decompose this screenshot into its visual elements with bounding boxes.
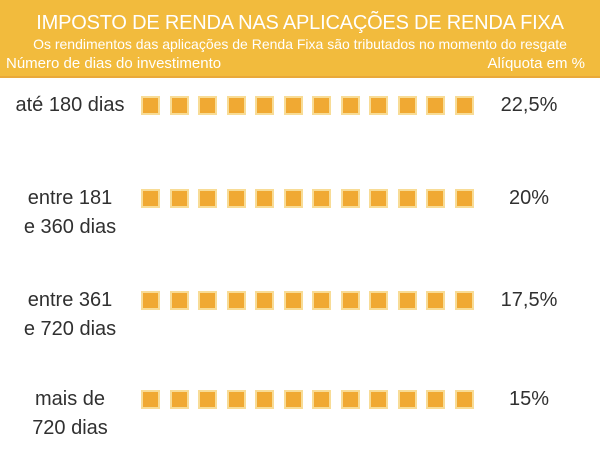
unit-square-icon (369, 189, 388, 208)
unit-square-icon (426, 96, 445, 115)
unit-square-icon (369, 96, 388, 115)
unit-square-icon (255, 291, 274, 310)
unit-square-icon (397, 96, 417, 115)
unit-square-icon (255, 390, 274, 409)
unit-square-icon (454, 390, 474, 409)
unit-square-icon (312, 291, 331, 310)
category-label-line: 720 dias (32, 417, 108, 439)
unit-square-icon (454, 189, 474, 208)
unit-square-icon (397, 390, 417, 409)
category-label: até 180 dias (0, 91, 140, 120)
unit-square-icon (454, 291, 474, 310)
category-label-line: e 360 dias (23, 216, 117, 238)
axis-label-days: Número de dias do investimento (6, 55, 222, 72)
unit-square-icon (255, 96, 274, 115)
infographic-subtitle: Os rendimentos das aplicações de Renda F… (33, 36, 567, 52)
pictogram-units (141, 291, 474, 310)
unit-square-icon (369, 390, 388, 409)
unit-square-icon (283, 291, 303, 310)
category-label: mais de 720 dias (0, 385, 140, 443)
pictogram-units (141, 96, 474, 115)
unit-square-icon (141, 189, 160, 208)
unit-square-icon (283, 189, 303, 208)
unit-square-icon (369, 291, 388, 310)
unit-square-icon (198, 189, 217, 208)
unit-square-icon (226, 390, 246, 409)
unit-square-icon (198, 390, 217, 409)
category-label-line: e 720 dias (23, 318, 117, 340)
unit-square-icon (255, 189, 274, 208)
axis-labels: Número de dias do investimento Alíquota … (6, 55, 585, 73)
unit-square-icon (340, 96, 360, 115)
unit-square-icon (169, 291, 189, 310)
pictogram-units (141, 390, 474, 409)
unit-square-icon (169, 189, 189, 208)
unit-square-icon (226, 189, 246, 208)
unit-square-icon (226, 291, 246, 310)
unit-square-icon (426, 189, 445, 208)
axis-label-rate: Alíquota em % (487, 55, 585, 72)
unit-square-icon (283, 96, 303, 115)
unit-square-icon (141, 390, 160, 409)
category-label-line: mais de (34, 388, 106, 410)
category-label: entre 361 e 720 dias (0, 286, 140, 344)
category-label-line: entre 181 (27, 187, 113, 209)
unit-square-icon (283, 390, 303, 409)
infographic-title: IMPOSTO DE RENDA NAS APLICAÇÕES DE RENDA… (36, 12, 564, 34)
category-label-line: até 180 dias (15, 94, 125, 116)
unit-square-icon (226, 96, 246, 115)
unit-square-icon (198, 291, 217, 310)
unit-square-icon (312, 390, 331, 409)
unit-square-icon (454, 96, 474, 115)
unit-square-icon (340, 189, 360, 208)
unit-square-icon (340, 291, 360, 310)
rate-value: 17,5% (500, 289, 558, 311)
category-label: entre 181 e 360 dias (0, 184, 140, 242)
unit-square-icon (198, 96, 217, 115)
unit-square-icon (312, 189, 331, 208)
unit-square-icon (312, 96, 331, 115)
category-label-line: entre 361 (27, 289, 113, 311)
unit-square-icon (141, 291, 160, 310)
header-band: IMPOSTO DE RENDA NAS APLICAÇÕES DE RENDA… (0, 0, 600, 78)
pictogram-units (141, 189, 474, 208)
unit-square-icon (141, 96, 160, 115)
unit-square-icon (340, 390, 360, 409)
unit-square-icon (426, 390, 445, 409)
unit-square-icon (397, 189, 417, 208)
unit-square-icon (397, 291, 417, 310)
rate-value: 15% (508, 388, 550, 410)
unit-square-icon (169, 390, 189, 409)
rate-value: 22,5% (500, 94, 558, 116)
rate-value: 20% (508, 187, 550, 209)
unit-square-icon (169, 96, 189, 115)
unit-square-icon (426, 291, 445, 310)
